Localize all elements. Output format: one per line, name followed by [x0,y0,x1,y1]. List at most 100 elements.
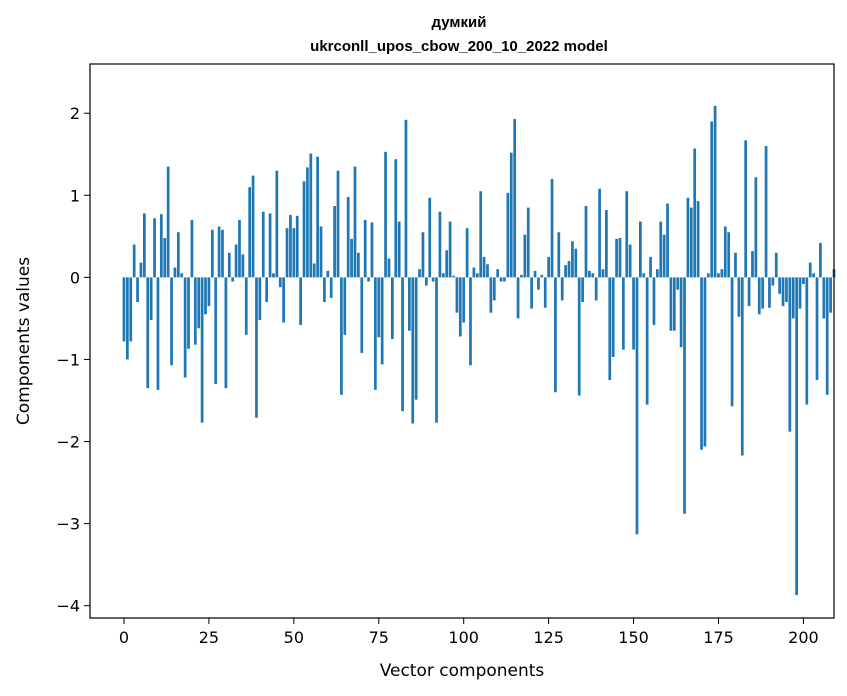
bar [737,277,741,317]
bar [713,105,717,278]
bar [217,226,221,278]
bar [781,277,785,307]
bar [700,277,703,450]
bar [326,270,330,278]
bar [703,277,707,447]
bar [635,277,639,535]
bar [516,277,520,319]
bar [808,262,812,278]
bar [530,277,533,309]
bar [591,273,595,278]
x-tick-label: 100 [448,628,479,647]
bar [136,277,139,303]
bar [496,269,500,278]
bar [819,242,822,278]
bar [221,229,224,278]
bar [306,167,309,278]
bar [829,277,832,313]
bar [336,170,340,278]
bar [261,211,265,278]
bar [774,252,778,278]
bar [350,238,353,278]
bar [170,277,173,366]
bar [479,191,483,278]
bar [214,277,218,385]
bar [611,277,615,357]
bar [669,277,673,331]
bar [588,270,591,278]
bar [686,197,690,278]
x-tick-label: 125 [533,628,564,647]
bar [159,214,163,278]
bar [625,191,629,278]
bar [486,264,489,278]
bar [458,277,462,337]
bar [652,277,656,325]
y-tick-label: 1 [70,186,80,205]
bar [526,207,530,278]
chart-title: думкий [432,14,487,31]
bar [639,221,642,278]
bar [428,197,432,278]
y-tick-label: −3 [56,515,80,534]
bar [509,152,513,278]
bar [492,277,496,301]
bar [193,277,197,345]
bar [289,215,292,278]
bar [740,277,744,456]
x-tick-label: 200 [788,628,819,647]
bar [346,196,350,278]
bar [183,277,187,378]
bar [445,250,449,278]
bar [757,277,761,315]
bar [550,178,554,278]
bar [547,256,550,278]
bar [557,232,561,278]
bar [805,277,809,405]
bar [340,277,343,395]
bar [122,277,126,342]
bar [662,234,666,278]
bar [363,219,367,278]
bar [187,277,190,349]
bar [795,277,798,596]
bar [367,277,370,282]
bar [605,210,608,278]
y-tick-label: −4 [56,597,80,616]
y-tick-label: 0 [70,268,80,287]
x-axis-label: Vector components [380,661,545,681]
bar [499,277,503,282]
bar [622,277,625,350]
bar [258,277,262,321]
y-tick-label: −2 [56,433,80,452]
bar [295,215,299,278]
y-axis-label: Components values [14,257,34,425]
bar [394,159,398,278]
bar [200,277,204,423]
bar [645,277,649,405]
bar [265,277,269,303]
bar [489,277,493,313]
bar [143,213,146,278]
bar [414,277,418,400]
bar [764,146,768,278]
bar [166,166,170,278]
bar [540,274,544,278]
bar [560,277,564,301]
bar [282,277,285,323]
bar [292,228,296,278]
bar [343,277,347,335]
bar [710,121,714,278]
bar [791,277,795,319]
bar [513,118,517,278]
bar [683,277,686,514]
bars-group [122,105,836,596]
bar [299,277,302,325]
x-tick-label: 50 [284,628,304,647]
bar [126,277,129,360]
bar [693,148,697,278]
bar [384,151,387,278]
bar [594,277,598,301]
bar [401,277,404,412]
